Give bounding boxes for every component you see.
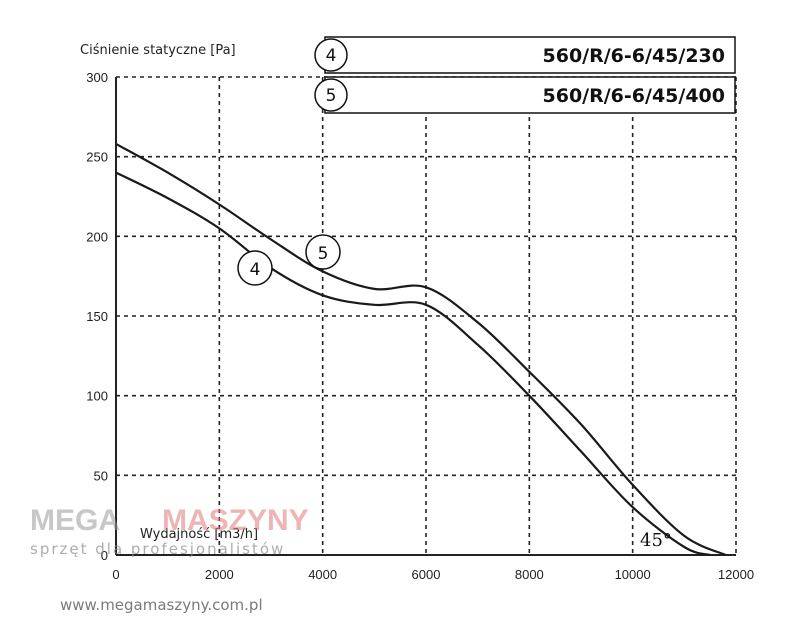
watermark-brand-left: MEGA [30,504,120,537]
y-tick-label: 200 [86,229,108,244]
y-tick-label: 150 [86,309,108,324]
legend-badge-5-label: 5 [326,86,337,106]
legend-box-5 [324,76,736,114]
chart-series [115,142,727,557]
x-tick-label: 2000 [205,567,234,582]
chart-grid [115,76,737,556]
x-tick-label: 10000 [615,567,651,582]
series-line-4 [115,171,711,557]
legend-label-5: 560/R/6-6/45/400 [543,85,725,107]
legend-label-4: 560/R/6-6/45/230 [543,45,725,67]
x-tick-labels: 0 2000 4000 6000 8000 10000 12000 [112,567,754,582]
curve-badge-5-label: 5 [318,244,329,264]
x-tick-label: 6000 [412,567,441,582]
curve-badge-4-label: 4 [250,260,261,280]
y-axis-title: Ciśnienie statyczne [Pa] [80,43,236,58]
series-line-5 [115,142,727,557]
y-tick-label: 300 [86,70,108,85]
watermark: MEGA MASZYNY sprzęt dla profesjonalistów… [30,504,309,614]
y-tick-label: 100 [86,389,108,404]
y-tick-label: 250 [86,150,108,165]
curve-label-5: 5 [305,234,341,270]
watermark-tagline: sprzęt dla profesjonalistów [30,540,285,558]
legend-box-4 [324,36,736,74]
watermark-brand-right: MASZYNY [162,504,309,537]
curve-badge-5 [305,234,341,270]
legend-badge-4 [314,38,348,72]
legend: 4 560/R/6-6/45/230 5 560/R/6-6/45/400 [314,36,736,114]
x-tick-label: 8000 [515,567,544,582]
x-tick-label: 4000 [308,567,337,582]
legend-badge-4-label: 4 [326,46,337,66]
y-tick-labels: 0 50 100 150 200 250 300 [86,70,108,563]
legend-badge-5 [314,78,348,112]
x-tick-label: 0 [112,567,119,582]
x-axis-title: Wydajność [m3/h] [140,527,258,542]
watermark-url: www.megamaszyny.com.pl [60,596,263,614]
y-tick-label: 50 [94,468,108,483]
curve-badge-4 [237,250,273,286]
legend-item-4: 4 560/R/6-6/45/230 [314,36,736,74]
y-tick-label: 0 [101,548,108,563]
x-tick-label: 12000 [718,567,754,582]
blade-angle-label: 45° [640,530,672,551]
legend-item-5: 5 560/R/6-6/45/400 [314,76,736,114]
curve-label-4: 4 [237,250,273,286]
